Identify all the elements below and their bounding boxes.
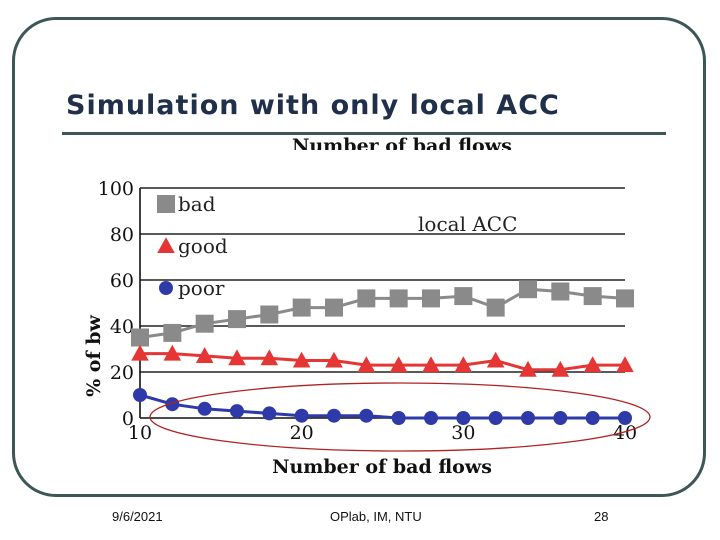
legend-marker-good xyxy=(157,237,175,254)
chart-annotation: local ACC xyxy=(418,212,517,236)
point-good xyxy=(551,360,570,377)
legend-label-good: good xyxy=(178,234,228,258)
point-bad xyxy=(292,298,311,317)
point-good xyxy=(260,349,279,366)
point-bad xyxy=(195,314,214,333)
point-bad xyxy=(551,282,570,301)
y-tick-label: 100 xyxy=(98,178,134,200)
point-poor xyxy=(359,408,374,423)
point-good xyxy=(389,356,408,373)
x-tick-label: 10 xyxy=(128,422,152,444)
point-poor xyxy=(133,388,147,402)
point-good xyxy=(292,351,311,368)
footer-date: 9/6/2021 xyxy=(112,509,163,524)
point-bad xyxy=(228,310,246,329)
point-good xyxy=(357,356,376,373)
y-tick-label: 40 xyxy=(110,316,134,338)
legend-item-bad: bad xyxy=(157,192,216,216)
series-line-bad xyxy=(139,287,626,339)
point-good xyxy=(325,351,343,368)
point-poor xyxy=(424,411,438,425)
point-bad xyxy=(454,287,473,306)
chart-grid xyxy=(140,187,625,373)
series-layer xyxy=(131,280,634,425)
point-poor xyxy=(294,408,309,423)
series-line-good xyxy=(140,352,625,372)
point-poor xyxy=(262,406,277,421)
y-axis-title: % of bw xyxy=(83,314,105,396)
point-bad xyxy=(422,289,440,308)
point-poor xyxy=(327,408,341,423)
point-bad xyxy=(357,289,376,308)
y-tick-label: 80 xyxy=(110,224,134,246)
footer-page-number: 28 xyxy=(594,509,609,524)
legend-item-good: good xyxy=(157,234,228,258)
y-tick-labels: 0 20 40 60 80 100 xyxy=(98,178,134,430)
x-tick-label: 40 xyxy=(613,422,637,444)
legend-label-poor: poor xyxy=(178,276,225,300)
point-bad xyxy=(389,289,408,308)
point-good xyxy=(454,356,473,373)
line-chart: Number of bad flows 0 20 40 60 80 100 10 20 30 4… xyxy=(83,136,651,478)
legend-label-bad: bad xyxy=(178,192,216,216)
point-poor xyxy=(391,411,406,425)
point-good xyxy=(616,356,634,373)
legend-item-poor: poor xyxy=(159,276,225,300)
point-bad xyxy=(131,328,149,347)
x-tick-label: 20 xyxy=(290,422,314,444)
point-poor xyxy=(165,397,180,412)
series-bad xyxy=(131,280,634,347)
point-good xyxy=(131,344,149,361)
y-tick-label: 60 xyxy=(110,270,134,292)
point-poor xyxy=(230,404,244,419)
point-good xyxy=(163,344,182,361)
y-tick-label: 0 xyxy=(122,408,134,430)
legend-marker-poor xyxy=(159,281,173,295)
point-poor xyxy=(456,411,471,425)
title-underline xyxy=(62,132,666,135)
point-bad xyxy=(583,287,602,306)
x-tick-labels: 10 20 30 40 xyxy=(128,422,637,444)
highlight-ellipse xyxy=(149,382,651,452)
footer-center: OPlab, IM, NTU xyxy=(330,509,422,524)
series-good xyxy=(131,344,634,377)
point-good xyxy=(519,360,537,377)
point-bad xyxy=(325,298,343,317)
point-good xyxy=(583,356,602,373)
point-poor xyxy=(488,411,503,425)
point-good xyxy=(195,347,214,363)
point-bad xyxy=(486,298,505,317)
series-line-poor xyxy=(139,393,625,420)
y-tick-label: 20 xyxy=(110,362,134,384)
point-good xyxy=(422,356,440,373)
point-poor xyxy=(197,401,212,416)
point-bad xyxy=(163,323,182,342)
chart-legend: bad good poor xyxy=(157,192,228,300)
legend-marker-bad xyxy=(157,195,175,213)
point-poor xyxy=(553,411,568,425)
top-caption: Number of bad flows xyxy=(292,136,512,157)
slide-title: Simulation with only local ACC xyxy=(66,90,560,121)
point-bad xyxy=(519,280,537,299)
point-poor xyxy=(585,411,600,425)
point-poor xyxy=(521,411,535,425)
point-bad xyxy=(260,305,279,324)
series-poor xyxy=(133,388,632,425)
x-axis-title: Number of bad flows xyxy=(272,456,492,478)
point-good xyxy=(486,351,505,368)
x-tick-label: 30 xyxy=(451,422,475,444)
point-poor xyxy=(618,411,632,425)
point-good xyxy=(228,349,246,366)
point-bad xyxy=(616,289,634,308)
